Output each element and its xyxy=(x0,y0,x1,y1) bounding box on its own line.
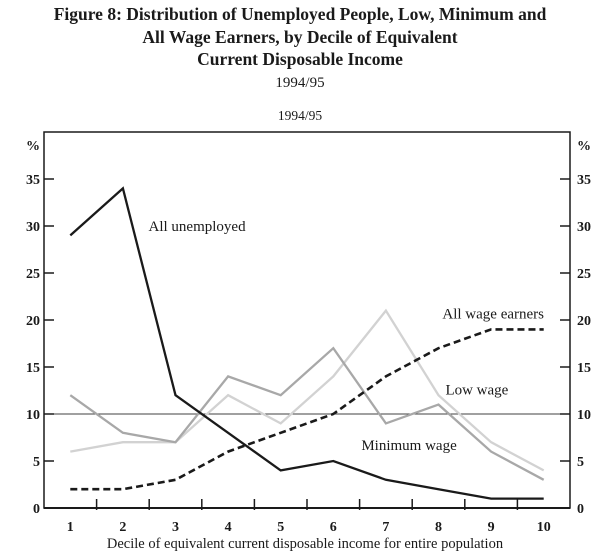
y-tick-label-right: 35 xyxy=(577,173,591,188)
x-tick-label: 8 xyxy=(435,520,442,535)
series-line-all-wage-earners xyxy=(70,328,544,491)
series-line-low-wage xyxy=(70,308,545,472)
figure-title-line-3: Current Disposable Income xyxy=(197,49,403,69)
x-tick-label: 7 xyxy=(382,520,389,535)
y-tick-label-left: 30 xyxy=(26,220,40,235)
figure-title-line-1: Figure 8: Distribution of Unemployed Peo… xyxy=(53,4,547,24)
x-tick-label: 9 xyxy=(488,520,495,535)
series-label-minimum-wage: Minimum wage xyxy=(361,438,457,454)
series-label-low-wage: Low wage xyxy=(445,383,508,399)
y-axis-unit-right: % xyxy=(577,139,591,154)
x-axis-title: Decile of equivalent current disposable … xyxy=(107,536,504,552)
y-tick-label-right: 20 xyxy=(577,314,591,329)
x-tick-label: 4 xyxy=(225,520,232,535)
y-tick-label-left: 10 xyxy=(26,408,40,423)
x-tick-label: 6 xyxy=(330,520,337,535)
x-tick-label: 1 xyxy=(67,520,74,535)
chart-subtitle: 1994/95 xyxy=(278,108,323,123)
y-tick-label-left: 25 xyxy=(26,267,40,282)
y-tick-label-left: 15 xyxy=(26,361,40,376)
x-tick-label: 10 xyxy=(537,520,551,535)
figure-header: Figure 8: Distribution of Unemployed Peo… xyxy=(0,3,600,92)
series-line-minimum-wage xyxy=(69,346,545,481)
y-tick-label-left: 35 xyxy=(26,173,40,188)
y-tick-label-right: 30 xyxy=(577,220,591,235)
y-tick-label-right: 5 xyxy=(577,455,584,470)
series-line-all-unemployed xyxy=(69,186,544,500)
series-label-all-wage-earners: All wage earners xyxy=(442,306,544,322)
figure-title-line-2: All Wage Earners, by Decile of Equivalen… xyxy=(142,26,458,47)
x-tick-label: 5 xyxy=(277,520,284,535)
y-tick-label-right: 10 xyxy=(577,408,591,423)
y-tick-label-right: 25 xyxy=(577,267,591,282)
y-tick-label-left: 5 xyxy=(33,455,40,470)
y-tick-label-right: 0 xyxy=(577,502,584,517)
x-tick-label: 2 xyxy=(119,520,126,535)
figure-title-period: 1994/95 xyxy=(275,74,325,91)
y-axis-unit-left: % xyxy=(26,139,40,154)
y-tick-label-left: 20 xyxy=(26,314,40,329)
series-label-all-unemployed: All unemployed xyxy=(149,219,247,235)
y-tick-label-left: 0 xyxy=(33,502,40,517)
x-tick-label: 3 xyxy=(172,520,179,535)
y-tick-label-right: 15 xyxy=(577,361,591,376)
plot-area: 0 0 5 5 10 10 15 15 20 20 25 25 30 30 35 35 1 2 3 4 5 6 7 8 9 10 A… xyxy=(26,131,591,535)
